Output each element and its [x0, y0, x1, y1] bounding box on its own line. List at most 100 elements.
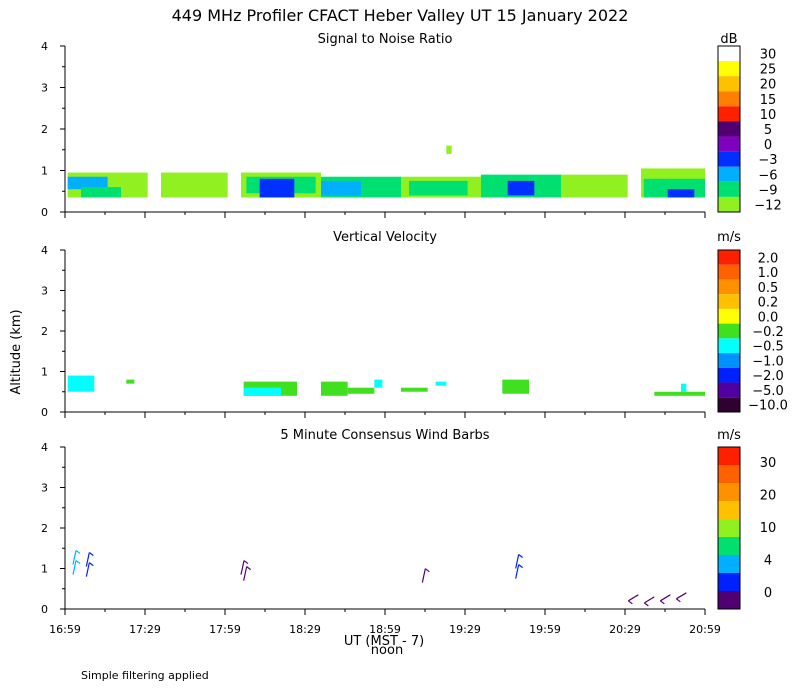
colorbar-swatch [718, 382, 740, 398]
colorbar-swatch [718, 353, 740, 368]
y-tick-label: 2 [41, 522, 48, 535]
wind-barb-flag [424, 568, 430, 573]
colorbar-frame [717, 249, 741, 413]
colorbar-swatch [718, 76, 740, 92]
y-tick-label: 4 [41, 244, 48, 257]
x-tick-label: 20:59 [689, 623, 721, 636]
colorbar-swatch [718, 61, 740, 77]
colorbar-units: dB [720, 32, 737, 47]
x-tick-label: 17:59 [209, 623, 241, 636]
panel-title: Vertical Velocity [333, 230, 437, 245]
wind-barb [243, 566, 248, 581]
y-tick-label: 4 [41, 441, 48, 454]
y-tick-label: 3 [41, 82, 48, 95]
data-cell [321, 381, 348, 396]
colorbar-swatch [718, 519, 740, 537]
data-cell [321, 180, 361, 196]
y-tick-label: 1 [41, 563, 48, 576]
wind-barb-flag [75, 560, 81, 565]
data-cell [81, 187, 121, 198]
colorbar-label: −10.0 [748, 399, 788, 414]
wind-barb-flag [627, 600, 633, 605]
wind-barb-flag [88, 551, 94, 556]
x-tick-label: 18:29 [289, 623, 321, 636]
colorbar-label: −0.2 [752, 325, 784, 340]
data-cell [435, 381, 447, 386]
colorbar-swatch [718, 250, 740, 265]
wind-barb [644, 596, 655, 604]
colorbar-swatch [718, 591, 740, 609]
colorbar-swatch [718, 121, 740, 137]
panel-title: 5 Minute Consensus Wind Barbs [280, 428, 489, 443]
colorbar-label: 0 [764, 586, 772, 601]
data-cell [347, 387, 375, 394]
x-tick-label: 20:29 [609, 623, 641, 636]
colorbar-label: −9 [758, 183, 777, 198]
colorbar-label: −5.0 [752, 384, 784, 399]
colorbar-swatch [718, 136, 740, 152]
wind-barb [628, 594, 639, 602]
colorbar-label: 0.0 [758, 310, 779, 325]
colorbar-label: −0.5 [752, 340, 784, 355]
wind-barb [421, 568, 426, 583]
colorbar-label: 4 [764, 553, 772, 568]
wind-barb-flag [659, 600, 665, 605]
colorbar-label: 10 [760, 108, 777, 123]
x-tick-label: 18:59 [369, 623, 401, 636]
x-tick-label: 16:59 [49, 623, 81, 636]
wind-barb [660, 594, 671, 602]
wind-barb [72, 550, 77, 565]
colorbar-label: 20 [760, 78, 777, 93]
colorbar-swatch [718, 91, 740, 107]
data-cell [401, 387, 428, 392]
colorbar-label: 0.5 [758, 281, 779, 296]
data-cell [67, 176, 108, 190]
data-cell [507, 180, 535, 196]
data-cell [446, 145, 452, 154]
colorbar-frame [717, 45, 741, 213]
noon-label: noon [371, 643, 403, 658]
colorbar-swatch [718, 367, 740, 383]
y-tick-label: 2 [41, 123, 48, 136]
colorbar-label: 2.0 [758, 251, 779, 266]
colorbar-frame [717, 446, 741, 610]
y-tick-label: 0 [41, 406, 48, 419]
wind-barb-flag [675, 598, 681, 603]
wind-barb [515, 554, 520, 569]
data-cell [502, 379, 529, 394]
x-axis-label: UT (MST - 7) [344, 634, 424, 649]
colorbar-swatch [718, 501, 740, 519]
colorbar-label: 20 [760, 489, 777, 504]
colorbar-label: 15 [760, 93, 777, 108]
y-tick-label: 0 [41, 603, 48, 616]
data-cell [561, 174, 628, 198]
colorbar-label: 25 [760, 63, 777, 78]
colorbar-label: −12 [754, 198, 781, 213]
colorbar-label: −1.0 [752, 354, 784, 369]
data-cell [126, 379, 135, 384]
data-cell [67, 375, 95, 392]
colorbar-swatch [718, 196, 740, 212]
colorbar-label: 10 [760, 521, 777, 536]
data-cell [161, 172, 228, 198]
y-tick-label: 3 [41, 285, 48, 298]
x-tick-label: 19:29 [449, 623, 481, 636]
data-cell [374, 379, 383, 388]
y-tick-label: 0 [41, 206, 48, 219]
data-cell [243, 387, 281, 396]
colorbar-swatch [718, 294, 740, 309]
colorbar-swatch [718, 397, 740, 412]
colorbar-label: −2.0 [752, 369, 784, 384]
wind-barb [676, 592, 687, 600]
panel-3: 5 Minute Consensus Wind Barbs 0 1 2 3 4 16:59 1… [41, 428, 776, 636]
wind-barb [240, 560, 245, 575]
colorbar-swatch [718, 447, 740, 465]
wind-barb-flag [243, 560, 249, 565]
colorbar-swatch [718, 279, 740, 295]
wind-barb-flag [518, 554, 524, 558]
colorbar-label: −3 [758, 153, 777, 168]
colorbar-swatch [718, 264, 740, 280]
